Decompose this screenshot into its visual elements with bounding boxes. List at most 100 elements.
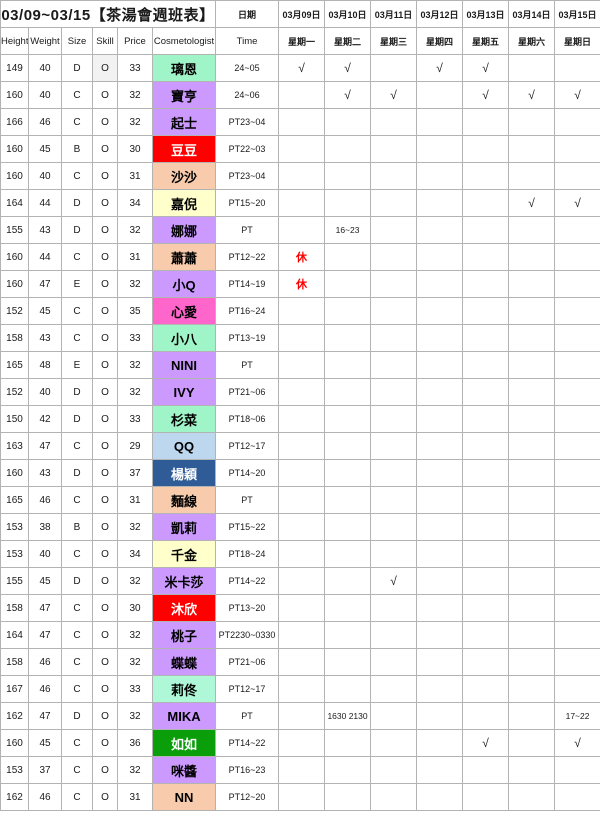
table-row: 155 45 D O 32 米卡莎 PT14~22 √	[0, 567, 600, 595]
col-header-weight: Weight	[28, 27, 62, 55]
date-cell-sat: 03月14日	[508, 0, 556, 28]
day-cell-fri	[462, 432, 510, 460]
day-cell-mon	[278, 324, 326, 352]
day-cell-mon	[278, 162, 326, 190]
time-cell: PT21~06	[215, 378, 280, 406]
cosmetologist-name-cell: 米卡莎	[151, 567, 217, 595]
cosmetologist-name-cell: 寶亨	[151, 81, 217, 109]
price-cell: 33	[117, 324, 153, 352]
cosmetologist-name-cell: 如如	[151, 729, 217, 757]
price-cell: 32	[117, 567, 153, 595]
cosmetologist-name-cell: 小八	[151, 324, 217, 352]
table-row: 158 43 C O 33 小八 PT13~19	[0, 324, 600, 352]
day-cell-thu: √	[416, 54, 464, 82]
skill-cell: O	[92, 108, 118, 136]
day-cell-sat	[508, 513, 556, 541]
day-cell-thu	[416, 324, 464, 352]
size-cell: C	[61, 756, 93, 784]
cosmetologist-name-cell: IVY	[151, 378, 217, 406]
day-cell-wed	[370, 459, 418, 487]
day-cell-thu	[416, 108, 464, 136]
day-cell-tue	[324, 675, 372, 703]
cosmetologist-name-cell: MIKA	[151, 702, 217, 730]
day-cell-fri	[462, 135, 510, 163]
weight-cell: 46	[28, 486, 62, 514]
price-cell: 35	[117, 297, 153, 325]
weight-cell: 46	[28, 648, 62, 676]
day-cell-mon	[278, 567, 326, 595]
height-cell: 160	[0, 81, 29, 109]
skill-cell: O	[92, 189, 118, 217]
day-cell-sat	[508, 783, 556, 811]
table-row: 153 37 C O 32 咪醬 PT16~23	[0, 756, 600, 784]
day-cell-wed	[370, 351, 418, 379]
day-cell-thu	[416, 216, 464, 244]
time-cell: PT12~20	[215, 783, 280, 811]
day-cell-wed	[370, 324, 418, 352]
size-cell: C	[61, 783, 93, 811]
size-cell: D	[61, 216, 93, 244]
day-cell-thu	[416, 297, 464, 325]
weekday-cell-mon: 星期一	[278, 27, 326, 55]
table-row: 160 45 B O 30 豆豆 PT22~03	[0, 135, 600, 163]
size-cell: D	[61, 702, 93, 730]
day-cell-sat	[508, 567, 556, 595]
day-cell-tue	[324, 135, 372, 163]
day-cell-thu	[416, 378, 464, 406]
time-cell: PT16~24	[215, 297, 280, 325]
height-cell: 162	[0, 783, 29, 811]
day-cell-thu	[416, 702, 464, 730]
time-cell: PT12~22	[215, 243, 280, 271]
size-cell: D	[61, 459, 93, 487]
table-row: 164 47 C O 32 桃子 PT2230~0330	[0, 621, 600, 649]
time-cell: PT	[215, 486, 280, 514]
weight-cell: 40	[28, 54, 62, 82]
day-cell-mon: √	[278, 54, 326, 82]
day-cell-sun	[554, 540, 600, 568]
day-cell-sun	[554, 405, 600, 433]
height-cell: 149	[0, 54, 29, 82]
skill-cell: O	[92, 729, 118, 757]
size-cell: B	[61, 513, 93, 541]
day-cell-sat: √	[508, 189, 556, 217]
day-cell-sat	[508, 729, 556, 757]
time-cell: PT2230~0330	[215, 621, 280, 649]
day-cell-fri: √	[462, 54, 510, 82]
day-cell-sat	[508, 486, 556, 514]
day-cell-tue: 16~23	[324, 216, 372, 244]
height-cell: 160	[0, 459, 29, 487]
day-cell-sun: √	[554, 81, 600, 109]
col-header-time: Time	[215, 27, 280, 55]
table-row: 160 43 D O 37 楊穎 PT14~20	[0, 459, 600, 487]
day-cell-wed	[370, 378, 418, 406]
cosmetologist-name-cell: 千金	[151, 540, 217, 568]
day-cell-wed	[370, 648, 418, 676]
day-cell-sat	[508, 243, 556, 271]
day-cell-sun	[554, 459, 600, 487]
day-cell-mon	[278, 540, 326, 568]
cosmetologist-name-cell: 桃子	[151, 621, 217, 649]
cosmetologist-name-cell: QQ	[151, 432, 217, 460]
time-cell: PT16~23	[215, 756, 280, 784]
day-cell-wed	[370, 540, 418, 568]
time-cell: PT	[215, 216, 280, 244]
day-cell-thu	[416, 756, 464, 784]
size-cell: C	[61, 540, 93, 568]
size-cell: C	[61, 324, 93, 352]
day-cell-thu	[416, 648, 464, 676]
height-cell: 152	[0, 378, 29, 406]
day-cell-mon	[278, 513, 326, 541]
day-cell-sun	[554, 351, 600, 379]
time-cell: PT21~06	[215, 648, 280, 676]
day-cell-wed	[370, 405, 418, 433]
day-cell-tue	[324, 270, 372, 298]
skill-cell: O	[92, 243, 118, 271]
day-cell-wed	[370, 675, 418, 703]
time-cell: PT18~06	[215, 405, 280, 433]
day-cell-thu	[416, 783, 464, 811]
day-cell-wed	[370, 729, 418, 757]
day-cell-wed	[370, 594, 418, 622]
weight-cell: 43	[28, 216, 62, 244]
day-cell-sun	[554, 135, 600, 163]
skill-cell: O	[92, 54, 118, 82]
